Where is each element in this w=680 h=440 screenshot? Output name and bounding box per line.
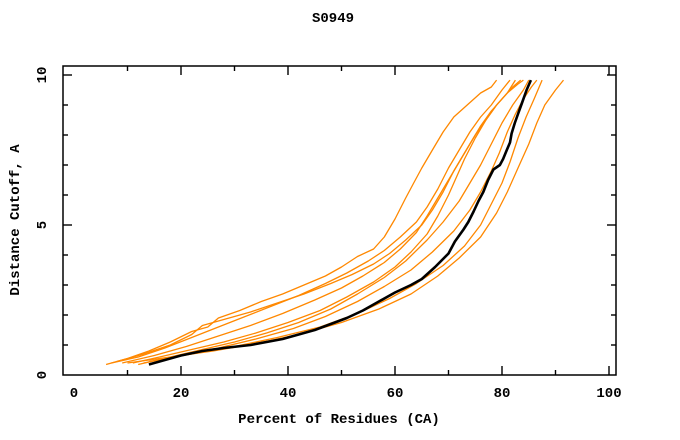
y-tick-label: 5 — [35, 221, 51, 229]
curve-orange-model-5 — [132, 79, 524, 364]
curve-orange-model-8 — [148, 79, 543, 363]
x-tick-label: 0 — [70, 386, 78, 402]
x-tick-label: 100 — [596, 386, 621, 402]
x-tick-label: 80 — [494, 386, 511, 402]
x-tick-label: 40 — [280, 386, 297, 402]
y-axis-label: Distance Cutoff, A — [8, 144, 24, 296]
chart-title: S0949 — [312, 11, 354, 27]
curve-orange-model-3 — [116, 79, 516, 363]
x-tick-label: 20 — [173, 386, 190, 402]
curve-orange-model-9 — [127, 79, 565, 364]
axis-tick-labels: 0 20 40 60 80 100 0 5 10 — [35, 67, 622, 402]
axis-ticks — [63, 66, 616, 375]
curve-black-highlight-curve — [148, 79, 533, 366]
curve-orange-model-7 — [143, 79, 538, 364]
curve-orange-model-4 — [122, 79, 522, 364]
plot-frame — [62, 65, 617, 376]
x-tick-label: 60 — [387, 386, 404, 402]
y-tick-label: 0 — [35, 371, 51, 379]
curve-group — [105, 79, 565, 366]
curve-orange-model-2 — [111, 79, 511, 364]
x-axis-label: Percent of Residues (CA) — [238, 412, 440, 428]
curve-orange-model-6 — [138, 79, 530, 366]
y-tick-label: 10 — [35, 67, 51, 84]
